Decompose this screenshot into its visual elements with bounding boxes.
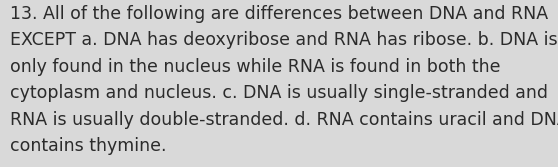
Text: 13. All of the following are differences between DNA and RNA: 13. All of the following are differences… bbox=[10, 5, 548, 23]
Text: cytoplasm and nucleus. c. DNA is usually single-stranded and: cytoplasm and nucleus. c. DNA is usually… bbox=[10, 84, 548, 102]
Text: RNA is usually double-stranded. d. RNA contains uracil and DNA: RNA is usually double-stranded. d. RNA c… bbox=[10, 111, 558, 129]
Text: EXCEPT a. DNA has deoxyribose and RNA has ribose. b. DNA is: EXCEPT a. DNA has deoxyribose and RNA ha… bbox=[10, 31, 557, 49]
Text: contains thymine.: contains thymine. bbox=[10, 137, 166, 155]
Text: only found in the nucleus while RNA is found in both the: only found in the nucleus while RNA is f… bbox=[10, 58, 501, 76]
